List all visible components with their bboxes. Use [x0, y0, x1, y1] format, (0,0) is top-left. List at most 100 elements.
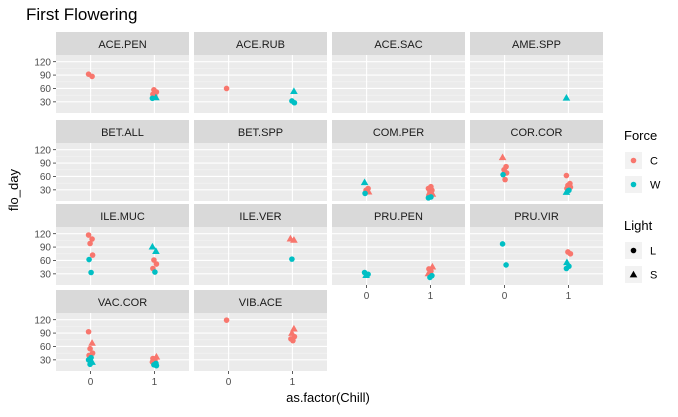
facet-panel-cor-cor: COR.COR: [470, 120, 603, 201]
data-point-W-L: [86, 256, 92, 263]
data-point-W-L: [152, 269, 158, 275]
legend-label: C: [650, 156, 658, 168]
x-tick-label: 1: [152, 377, 158, 388]
data-point-C-L: [85, 328, 92, 335]
y-axis-title: flo_day: [6, 169, 21, 211]
panel-background: [194, 227, 327, 285]
data-point-C-L: [151, 257, 157, 263]
data-point-C-L: [502, 176, 508, 183]
panel-background: [194, 55, 327, 113]
y-tick-label: 120: [34, 229, 51, 240]
data-point-C-L: [563, 172, 570, 179]
y-tick-label: 30: [40, 269, 52, 280]
facet-strip-label: AME.SPP: [512, 39, 561, 51]
legend-label: S: [650, 270, 657, 282]
panels-layer: ACE.PEN 30 60 90 120 ACE.RUB ACE.SAC AME.SPP BET…: [34, 32, 603, 388]
chart-title: First Flowering: [26, 5, 137, 24]
facet-panel-ame-spp: AME.SPP: [470, 32, 603, 113]
data-point-W-L: [362, 190, 368, 197]
legend-key: S: [625, 266, 657, 283]
data-point-W-S: [562, 94, 571, 101]
data-point-C-L: [87, 240, 93, 247]
facet-panel-com-per: COM.PER: [332, 120, 465, 201]
facet-panel-bet-all: BET.ALL 30 60 90 120: [34, 120, 189, 201]
data-point-W-S: [148, 242, 157, 250]
data-point-W-L: [500, 171, 506, 178]
data-point-C-S: [88, 339, 96, 346]
legend: Force CW Light LS: [624, 128, 661, 283]
data-point-W-L: [291, 99, 298, 106]
panel-background: [332, 227, 465, 285]
facet-strip: [56, 32, 189, 55]
data-point-W-S: [152, 93, 160, 101]
data-point-W-L: [503, 262, 509, 268]
data-point-W-L: [499, 241, 506, 247]
panel-background: [56, 143, 189, 201]
facet-panel-ace-pen: ACE.PEN 30 60 90 120: [34, 32, 189, 113]
facet-strip-label: ACE.PEN: [98, 39, 146, 51]
panel-background: [470, 143, 603, 201]
facet-strip: [332, 120, 465, 143]
facet-panel-ace-rub: ACE.RUB: [194, 32, 327, 113]
facet-panel-vac-cor: VAC.COR 30 60 90 120 0 1: [34, 290, 189, 388]
facet-strip-label: COM.PER: [373, 127, 424, 139]
facet-panel-pru-vir: PRU.VIR 0 1: [470, 204, 603, 302]
data-point-W-L: [425, 195, 432, 201]
y-tick-label: 30: [40, 355, 52, 366]
data-point-W-S: [563, 258, 571, 266]
x-tick-label: 1: [428, 291, 434, 302]
facet-panel-ile-ver: ILE.VER: [194, 204, 327, 285]
y-tick-label: 30: [40, 97, 52, 108]
legend-label: L: [650, 246, 656, 258]
legend-label: W: [650, 180, 661, 192]
facet-strip-label: ACE.SAC: [374, 39, 422, 51]
y-tick-label: 60: [40, 342, 52, 353]
panel-background: [470, 55, 603, 113]
facet-panel-ace-sac: ACE.SAC: [332, 32, 465, 113]
facet-strip: [332, 204, 465, 227]
x-tick-label: 0: [88, 377, 94, 388]
legend-key: C: [625, 152, 658, 169]
legend-title: Force: [624, 128, 657, 143]
facet-strip: [194, 120, 327, 143]
facet-strip: [56, 204, 189, 227]
panel-background: [470, 227, 603, 285]
facet-strip-label: BET.SPP: [238, 127, 283, 139]
facet-strip: [56, 120, 189, 143]
legend-key: L: [625, 242, 656, 259]
data-point-W-S: [290, 87, 298, 94]
y-tick-label: 30: [40, 185, 52, 196]
facet-strip-label: PRU.PEN: [374, 211, 423, 223]
data-point-W-L: [427, 274, 433, 281]
data-point-C-L: [89, 73, 95, 80]
panel-background: [194, 313, 327, 371]
data-point-C-L: [290, 337, 296, 344]
data-point-C-L: [567, 250, 574, 257]
y-tick-label: 60: [40, 256, 52, 267]
data-point-W-S: [360, 178, 369, 186]
legend-key-symbol: [630, 181, 637, 188]
data-point-C-L: [223, 317, 230, 323]
data-point-C-L: [87, 345, 93, 352]
facet-strip-label: PRU.VIR: [514, 211, 559, 223]
legend-key: W: [625, 176, 661, 193]
x-tick-label: 0: [502, 291, 508, 302]
y-tick-label: 60: [40, 172, 52, 183]
legend-key-symbol: [629, 270, 638, 278]
y-tick-label: 90: [40, 71, 52, 82]
facet-strip: [194, 32, 327, 55]
legend-key-symbol: [630, 247, 637, 254]
data-point-C-L: [89, 252, 96, 258]
facet-strip-label: VIB.ACE: [239, 297, 282, 309]
data-point-C-L: [85, 232, 92, 238]
panel-background: [56, 227, 189, 285]
facet-strip-label: COR.COR: [511, 127, 563, 139]
data-point-W-L: [88, 269, 94, 276]
y-tick-label: 120: [34, 57, 51, 68]
x-tick-label: 0: [364, 291, 370, 302]
facet-strip: [470, 32, 603, 55]
x-tick-label: 0: [226, 377, 232, 388]
panel-background: [332, 55, 465, 113]
